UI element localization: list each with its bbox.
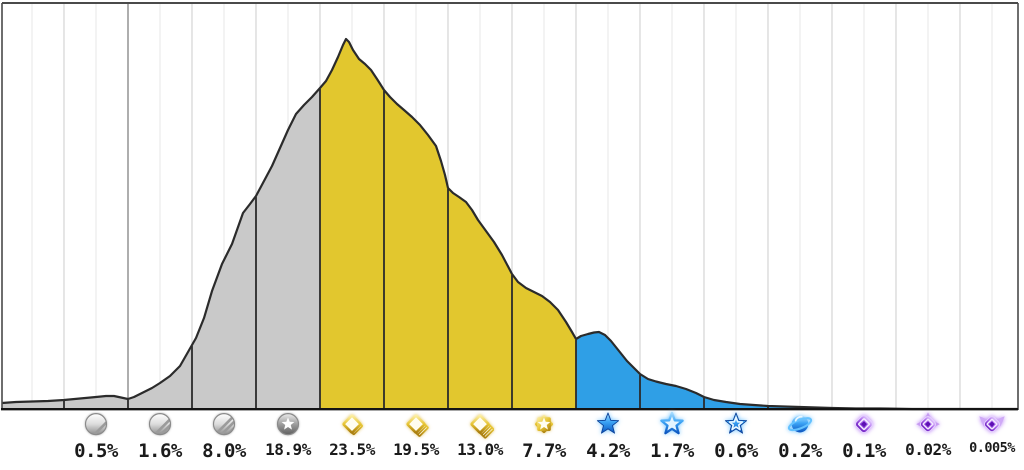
rank-silver-3-icon — [210, 411, 238, 439]
rank-silver-star-icon — [274, 411, 302, 439]
rank-percentage-label: 0.005% — [969, 440, 1015, 456]
distribution-area-silver — [2, 88, 320, 410]
rank-legend-item: 19.5% — [384, 411, 448, 459]
rank-purple-gem-spikes-icon — [914, 411, 942, 439]
rank-purple-gem-wings-icon — [978, 411, 1006, 439]
rank-percentage-label: 0.1% — [842, 440, 886, 462]
distribution-curve-canvas — [1, 2, 1019, 411]
rank-legend-item: 4.2% — [576, 411, 640, 462]
rank-percentage-label: 8.0% — [202, 440, 246, 462]
rank-percentage-label: 4.2% — [586, 440, 630, 462]
rank-percentage-label: 1.6% — [138, 440, 182, 462]
distribution-curve — [1, 37, 1017, 411]
rank-percentage-label: 0.2% — [778, 440, 822, 462]
rank-legend: 0.5% 1.6% 8.0% 18.9% 23.5% 19.5% 13.0% 7.7% 4.2%… — [0, 411, 1024, 470]
rank-legend-item: 8.0% — [192, 411, 256, 462]
rank-blue-planet-icon — [786, 411, 814, 439]
rank-legend-item: 13.0% — [448, 411, 512, 459]
rank-blue-star-solid-icon — [594, 411, 622, 439]
rank-legend-item: 7.7% — [512, 411, 576, 462]
rank-percentage-label: 1.7% — [650, 440, 694, 462]
rank-gold-star-icon — [530, 411, 558, 439]
rank-blue-star-outline-icon — [658, 411, 686, 439]
rank-legend-item: 18.9% — [256, 411, 320, 459]
rank-legend-item: 23.5% — [320, 411, 384, 459]
rank-legend-item: 1.6% — [128, 411, 192, 462]
rank-percentage-label: 23.5% — [329, 440, 375, 459]
rank-gold-2-icon — [402, 411, 430, 439]
rank-blue-star-badge-icon — [722, 411, 750, 439]
rank-legend-item: 0.5% — [64, 411, 128, 462]
rank-legend-item: 0.1% — [832, 411, 896, 462]
rank-percentage-label: 13.0% — [457, 440, 503, 459]
rank-legend-item: 0.005% — [960, 411, 1024, 456]
rank-gold-3-icon — [466, 411, 495, 439]
rank-gold-1-icon — [338, 411, 366, 439]
rank-legend-item: 0.6% — [704, 411, 768, 462]
rank-percentage-label: 0.6% — [714, 440, 758, 462]
rank-purple-gem-icon — [850, 411, 878, 439]
rank-silver-2-icon — [146, 411, 174, 439]
rank-percentage-label: 0.5% — [74, 440, 118, 462]
rank-percentage-label: 0.02% — [905, 440, 951, 459]
rank-silver-1-icon — [82, 411, 110, 439]
rank-percentage-label: 18.9% — [265, 440, 311, 459]
rank-legend-item: 0.02% — [896, 411, 960, 459]
rank-percentage-label: 19.5% — [393, 440, 439, 459]
rank-legend-item: 0.2% — [768, 411, 832, 462]
rank-percentage-label: 7.7% — [522, 440, 566, 462]
rank-legend-item: 1.7% — [640, 411, 704, 462]
